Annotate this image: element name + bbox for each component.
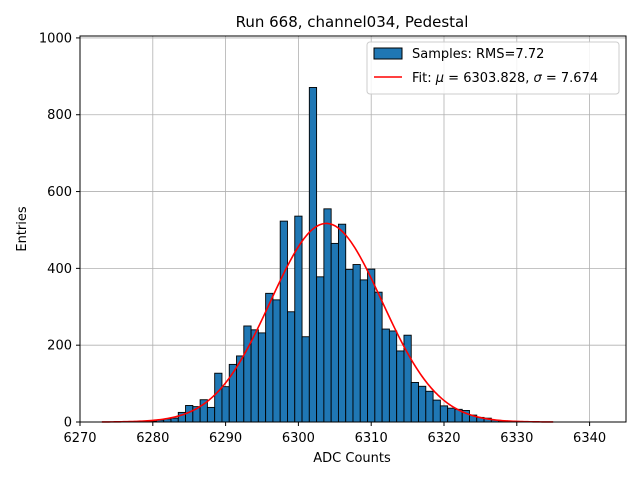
x-axis-ticks: 6270 6280 6290 6300 6310 6320 6330 6340 — [63, 422, 606, 446]
y-tick-label: 0 — [64, 416, 72, 431]
histogram-bar — [265, 292, 274, 423]
x-tick-label: 6330 — [500, 431, 533, 446]
histogram-bar — [301, 336, 310, 423]
histogram-bar — [206, 406, 216, 423]
histogram-bar — [279, 220, 288, 423]
histogram-bar — [447, 407, 456, 423]
histogram-bar — [388, 330, 398, 423]
histogram-bar — [257, 332, 267, 423]
histogram-bar — [323, 208, 332, 423]
y-tick-label: 800 — [47, 108, 72, 123]
x-axis-label: ADC Counts — [313, 451, 391, 466]
histogram-bar — [432, 399, 441, 423]
histogram-bar — [287, 311, 296, 423]
histogram-bar — [250, 329, 259, 423]
x-tick-label: 6290 — [209, 431, 242, 446]
histogram-bar — [396, 350, 405, 423]
x-tick-label: 6280 — [136, 431, 169, 446]
legend: Samples: RMS=7.72 Fit: μ = 6303.828, σ =… — [366, 41, 620, 95]
fit-label-prefix: Fit: — [412, 71, 436, 86]
legend-swatch-samples — [373, 47, 403, 60]
histogram-bar — [410, 381, 419, 423]
x-tick-label: 6300 — [282, 431, 315, 446]
histogram-bar — [330, 242, 339, 423]
x-tick-label: 6270 — [63, 431, 96, 446]
fit-label-mu-value: = 6303.828, — [444, 71, 533, 86]
fit-label-sigma-symbol: σ — [534, 71, 543, 86]
histogram-bar — [170, 417, 179, 423]
histogram-bar — [359, 279, 369, 423]
legend-label-fit: Fit: μ = 6303.828, σ = 7.674 — [412, 71, 598, 86]
y-tick-label: 1000 — [39, 31, 72, 46]
fit-label-mu-symbol: μ — [435, 71, 444, 86]
y-tick-label: 200 — [47, 339, 72, 354]
histogram-bar — [439, 405, 449, 423]
histogram-bar — [418, 385, 427, 423]
plot-frame — [79, 35, 627, 423]
histogram-bar — [316, 276, 325, 423]
histogram-bar — [352, 264, 361, 423]
histogram-bar — [221, 386, 230, 423]
x-tick-label: 6320 — [427, 431, 460, 446]
histogram-bar — [367, 268, 376, 423]
x-tick-label: 6310 — [355, 431, 388, 446]
histogram-bar — [337, 223, 347, 423]
y-axis-ticks: 0 200 400 600 800 1000 — [39, 31, 80, 431]
fit-curve-layer — [101, 222, 554, 423]
histogram-bar — [272, 299, 281, 423]
fit-curve — [101, 222, 554, 423]
histogram-bar — [374, 291, 383, 423]
y-tick-label: 400 — [47, 262, 72, 277]
x-tick-label: 6340 — [573, 431, 606, 446]
legend-label-samples: Samples: RMS=7.72 — [412, 47, 544, 62]
chart-title: Run 668, channel034, Pedestal — [236, 13, 469, 31]
histogram-bar — [345, 269, 354, 423]
fit-label-sigma-value: = 7.674 — [542, 71, 598, 86]
histogram-bar — [214, 372, 223, 423]
histogram-bar — [243, 325, 252, 423]
histogram-bar — [425, 390, 434, 423]
y-axis-label: Entries — [15, 206, 30, 252]
y-tick-label: 600 — [47, 185, 72, 200]
histogram-bar — [381, 328, 390, 423]
legend-box — [366, 41, 620, 95]
histogram-bar — [308, 87, 318, 423]
